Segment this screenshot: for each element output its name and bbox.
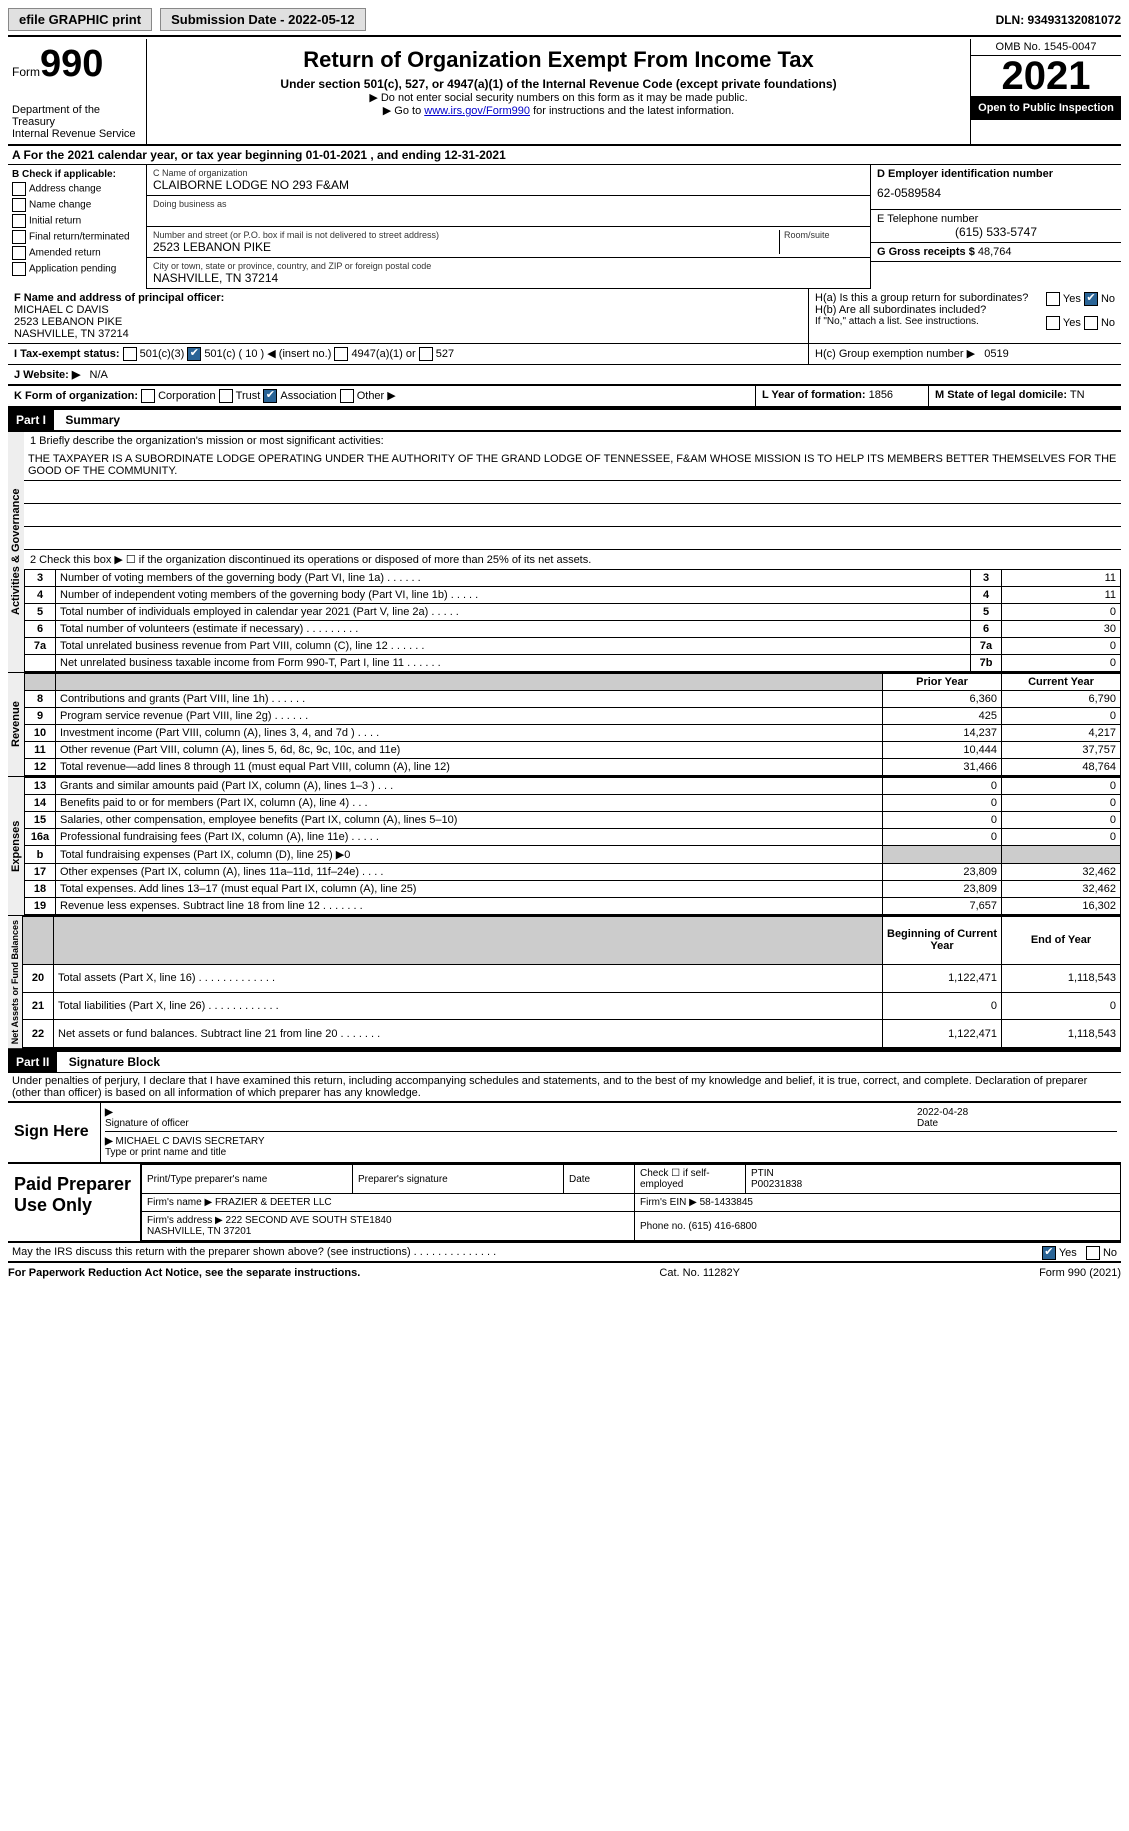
exp-label: Expenses (8, 777, 24, 915)
part2-title: Signature Block (61, 1055, 160, 1069)
dln-label: DLN: 93493132081072 (996, 13, 1121, 27)
form-subtitle: Under section 501(c), 527, or 4947(a)(1)… (155, 77, 962, 91)
part1-title: Summary (57, 413, 120, 427)
section-i: I Tax-exempt status: 501(c)(3) ✔501(c) (… (8, 344, 809, 364)
section-c: C Name of organization CLAIBORNE LODGE N… (147, 165, 870, 289)
section-d: D Employer identification number 62-0589… (870, 165, 1121, 289)
sign-here: Sign Here (8, 1103, 101, 1162)
part1-header: Part I (8, 410, 54, 430)
rev-label: Revenue (8, 673, 24, 776)
tax-year: 2021 (971, 56, 1121, 96)
form-title: Return of Organization Exempt From Incom… (155, 47, 962, 73)
section-m: M State of legal domicile: TN (928, 386, 1121, 406)
dept-label: Department of the Treasury Internal Reve… (12, 104, 142, 140)
gov-label: Activities & Governance (8, 432, 24, 672)
section-a: A For the 2021 calendar year, or tax yea… (8, 146, 1121, 165)
net-label: Net Assets or Fund Balances (8, 916, 22, 1048)
declaration: Under penalties of perjury, I declare th… (8, 1073, 1121, 1101)
form-number: 990 (40, 43, 103, 85)
page-footer: For Paperwork Reduction Act Notice, see … (8, 1263, 1121, 1279)
note-link: ▶ Go to www.irs.gov/Form990 for instruct… (155, 104, 962, 117)
section-h: H(a) Is this a group return for subordin… (809, 289, 1121, 343)
section-l: L Year of formation: 1856 (755, 386, 928, 406)
paid-preparer: Paid Preparer Use Only (8, 1164, 141, 1241)
submission-date: Submission Date - 2022-05-12 (160, 8, 366, 31)
section-f: F Name and address of principal officer:… (8, 289, 809, 343)
section-k: K Form of organization: Corporation Trus… (8, 386, 755, 406)
mission-text: THE TAXPAYER IS A SUBORDINATE LODGE OPER… (24, 450, 1121, 481)
top-toolbar: efile GRAPHIC print Submission Date - 20… (8, 8, 1121, 31)
section-b: B Check if applicable: Address change Na… (8, 165, 147, 289)
open-inspection: Open to Public Inspection (971, 96, 1121, 120)
form-header: Form990 Department of the Treasury Inter… (8, 39, 1121, 146)
line2: 2 Check this box ▶ ☐ if the organization… (24, 550, 1121, 569)
form-word: Form (12, 65, 40, 79)
line1-label: 1 Briefly describe the organization's mi… (24, 432, 1121, 450)
section-j: J Website: ▶ N/A (8, 365, 1121, 384)
irs-link[interactable]: www.irs.gov/Form990 (424, 105, 530, 117)
part2-header: Part II (8, 1052, 57, 1072)
discuss-row: May the IRS discuss this return with the… (8, 1243, 1121, 1263)
note-ssn: ▶ Do not enter social security numbers o… (155, 91, 962, 104)
efile-button[interactable]: efile GRAPHIC print (8, 8, 152, 31)
